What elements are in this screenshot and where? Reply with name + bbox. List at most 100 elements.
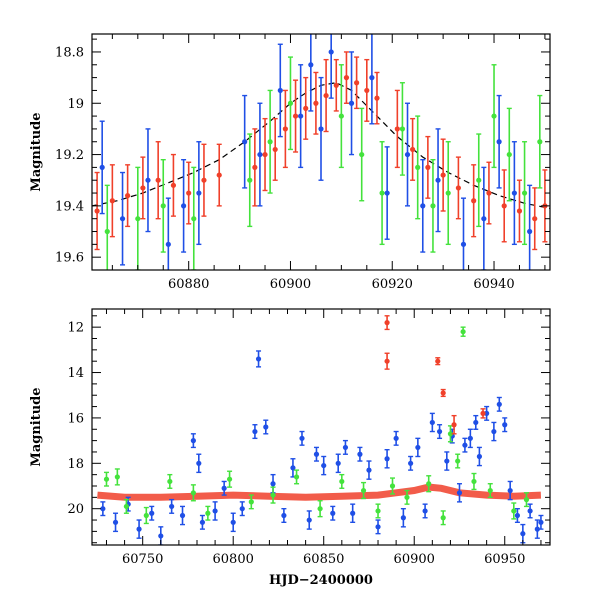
bottom-point-blue bbox=[239, 506, 245, 512]
top-point-blue bbox=[496, 139, 502, 145]
top-point-red bbox=[170, 182, 177, 188]
top-point-red bbox=[313, 100, 319, 106]
top-x-tick-label: 60940 bbox=[473, 277, 514, 292]
bottom-point-blue bbox=[408, 460, 414, 466]
bottom-point-blue bbox=[507, 487, 513, 494]
top-point-red bbox=[292, 113, 299, 119]
top-point-blue bbox=[242, 139, 248, 145]
bottom-point-blue bbox=[415, 444, 421, 451]
bottom-point-blue bbox=[199, 519, 206, 525]
top-point-blue bbox=[420, 203, 426, 209]
top-point-red bbox=[354, 80, 360, 86]
bottom-x-tick-label: 60950 bbox=[484, 552, 525, 567]
top-point-blue bbox=[165, 241, 171, 247]
top-point-red bbox=[262, 151, 268, 158]
top-y-tick-label: 19.6 bbox=[55, 251, 84, 266]
bottom-point-blue bbox=[179, 512, 186, 519]
top-point-red bbox=[455, 185, 461, 191]
top-point-red bbox=[186, 190, 192, 196]
bottom-point-blue bbox=[484, 410, 490, 416]
top-point-blue bbox=[119, 216, 126, 222]
bottom-point-red bbox=[435, 358, 441, 364]
bottom-y-axis-title: Magnitude bbox=[29, 387, 44, 466]
top-point-red bbox=[94, 208, 100, 214]
top-point-blue bbox=[369, 75, 375, 81]
top-point-red bbox=[343, 75, 350, 81]
top-point-green bbox=[445, 190, 451, 196]
bottom-y-tick-label: 20 bbox=[67, 502, 84, 517]
bottom-point-green bbox=[114, 474, 120, 480]
bottom-x-tick-label: 60750 bbox=[122, 552, 163, 567]
bottom-point-green bbox=[317, 506, 323, 512]
top-point-red bbox=[425, 164, 431, 170]
top-point-blue bbox=[181, 203, 187, 209]
bottom-point-blue bbox=[252, 428, 258, 435]
top-x-tick-label: 60920 bbox=[372, 277, 413, 292]
bottom-point-green bbox=[143, 512, 149, 519]
bottom-point-green bbox=[471, 478, 477, 485]
top-point-red bbox=[125, 193, 131, 199]
top-point-red bbox=[501, 203, 507, 209]
top-point-green bbox=[399, 126, 406, 132]
bottom-point-green bbox=[447, 431, 454, 437]
bottom-point-green bbox=[404, 494, 410, 500]
top-panel-data bbox=[92, 34, 550, 270]
bottom-point-blue bbox=[290, 465, 296, 471]
top-point-red bbox=[303, 105, 309, 111]
top-point-red bbox=[394, 126, 400, 132]
top-point-green bbox=[359, 151, 365, 158]
bottom-point-green bbox=[375, 508, 381, 514]
bottom-point-blue bbox=[321, 462, 327, 469]
bottom-point-green bbox=[426, 481, 432, 487]
bottom-y-tick-label: 16 bbox=[67, 411, 84, 426]
top-point-green bbox=[476, 177, 482, 183]
top-y-tick-label: 19.2 bbox=[55, 148, 84, 163]
bottom-point-blue bbox=[491, 428, 497, 435]
bottom-y-tick-label: 14 bbox=[67, 366, 84, 381]
top-point-green bbox=[521, 190, 528, 196]
top-point-red bbox=[272, 146, 278, 153]
top-point-blue bbox=[481, 216, 487, 222]
bottom-point-blue bbox=[400, 515, 406, 521]
bottom-point-blue bbox=[230, 519, 236, 525]
bottom-point-green bbox=[440, 515, 446, 521]
bottom-point-blue bbox=[313, 451, 320, 457]
bottom-point-green bbox=[455, 458, 461, 464]
bottom-point-blue bbox=[476, 453, 482, 460]
top-point-red bbox=[140, 185, 146, 191]
bottom-panel-frame bbox=[91, 308, 551, 546]
top-point-blue bbox=[298, 113, 304, 119]
top-point-red bbox=[333, 82, 339, 88]
bottom-point-blue bbox=[149, 510, 155, 516]
top-point-red bbox=[282, 126, 288, 132]
bottom-point-green bbox=[460, 329, 466, 335]
top-y-tick-label: 18.8 bbox=[55, 45, 84, 60]
top-point-blue bbox=[511, 190, 517, 196]
top-point-blue bbox=[435, 177, 441, 183]
top-point-red bbox=[252, 164, 258, 170]
bottom-point-red bbox=[451, 422, 457, 428]
bottom-point-blue bbox=[462, 442, 468, 448]
top-point-red bbox=[486, 190, 492, 196]
top-point-red bbox=[201, 177, 207, 183]
top-point-red bbox=[516, 208, 523, 214]
bottom-point-blue bbox=[444, 458, 450, 464]
top-point-blue bbox=[277, 87, 283, 94]
bottom-point-green bbox=[511, 508, 517, 514]
top-point-blue bbox=[348, 100, 355, 106]
bottom-point-green bbox=[190, 490, 196, 496]
top-point-blue bbox=[404, 151, 411, 158]
bottom-point-blue bbox=[281, 512, 287, 519]
top-point-red bbox=[410, 146, 416, 153]
bottom-point-blue bbox=[158, 533, 164, 539]
bottom-point-blue bbox=[357, 451, 363, 457]
bottom-point-blue bbox=[330, 510, 336, 516]
top-point-blue bbox=[99, 164, 105, 170]
bottom-point-blue bbox=[100, 506, 106, 512]
top-panel-frame bbox=[91, 33, 551, 271]
bottom-point-blue bbox=[270, 481, 276, 487]
bottom-point-blue bbox=[306, 517, 312, 523]
top-y-tick-label: 19 bbox=[67, 97, 84, 112]
bottom-point-blue bbox=[342, 444, 349, 451]
top-point-green bbox=[191, 216, 197, 222]
